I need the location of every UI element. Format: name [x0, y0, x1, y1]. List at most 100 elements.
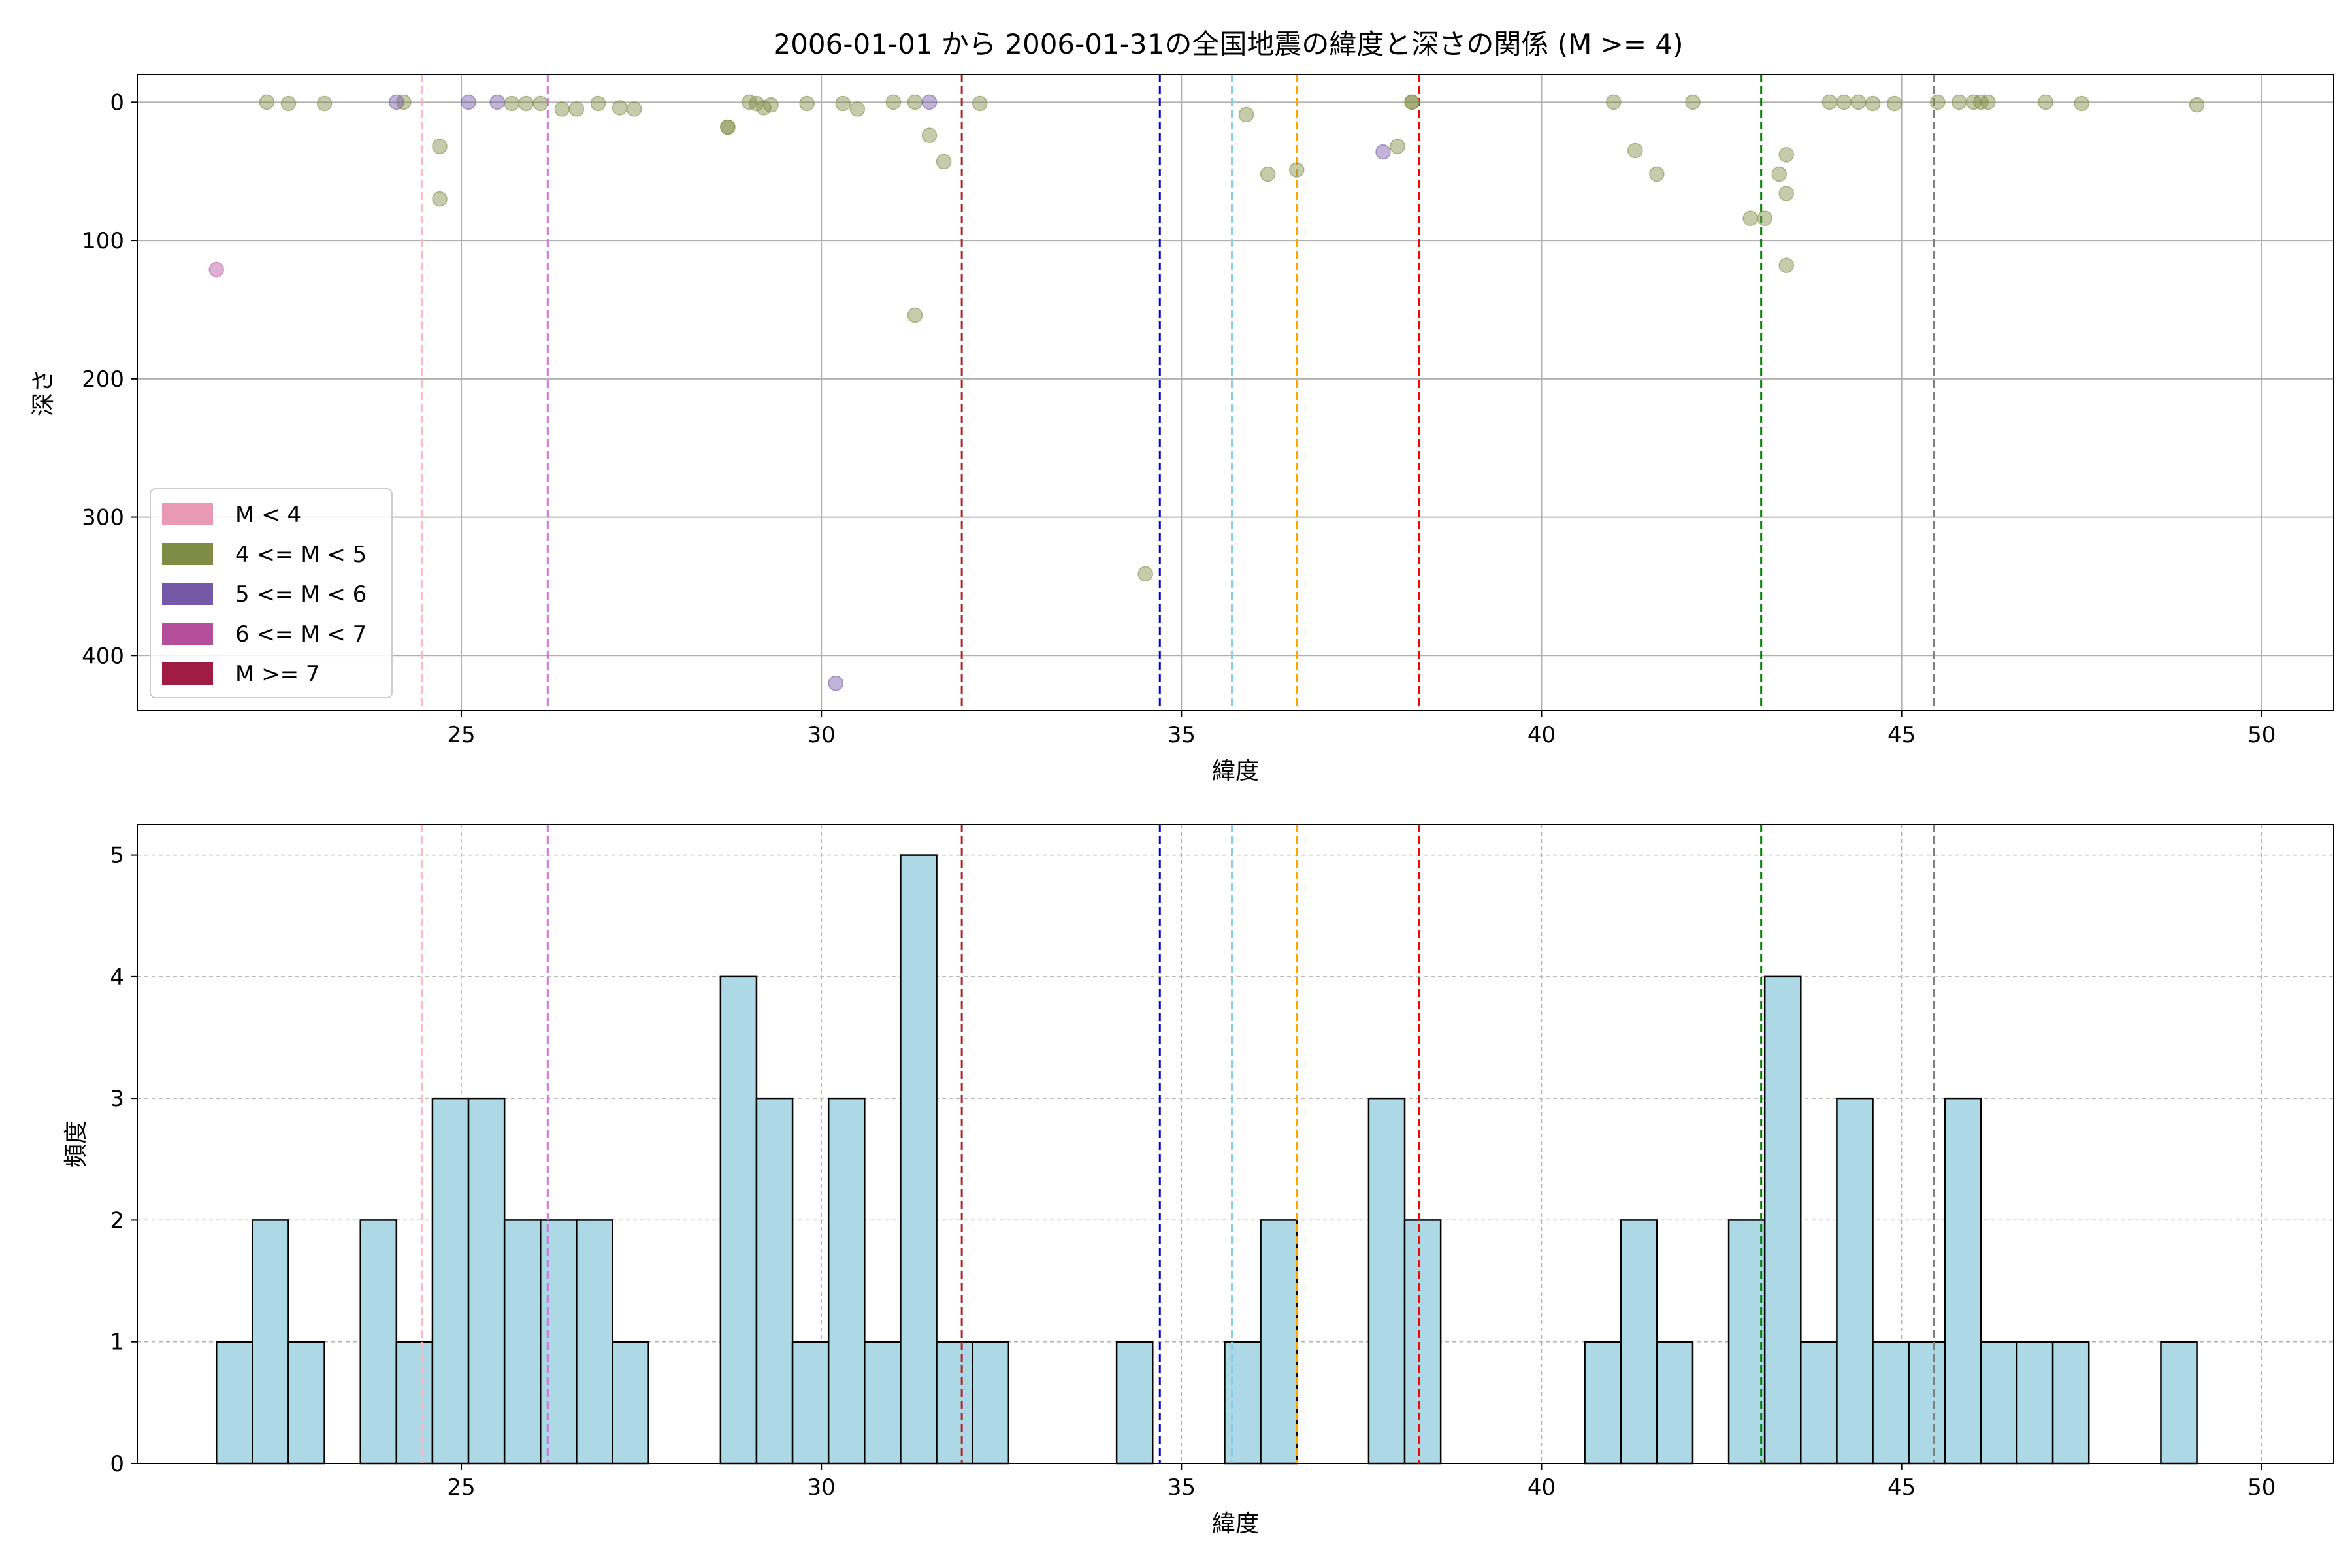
y-tick-label: 4: [110, 964, 124, 990]
data-point: [280, 95, 297, 112]
data-point: [1260, 166, 1276, 182]
data-point: [828, 675, 843, 691]
x-tick-label: 40: [1527, 1475, 1556, 1501]
data-point: [518, 95, 534, 112]
data-point: [2038, 94, 2053, 110]
histogram-bar: [755, 1097, 794, 1465]
histogram-bar: [216, 1341, 253, 1465]
x-tick-label: 30: [808, 1475, 836, 1501]
legend-swatch: [162, 623, 213, 645]
histogram-bar: [612, 1341, 649, 1465]
data-point: [1137, 566, 1153, 582]
histogram-bar: [1224, 1341, 1262, 1465]
histogram-bar: [2016, 1341, 2054, 1465]
legend-swatch: [162, 583, 213, 605]
histogram-bar: [1620, 1219, 1658, 1465]
histogram-x-axis-label: 緯度: [1212, 1511, 1259, 1537]
scatter-axes-frame: [137, 74, 2334, 711]
data-point: [1952, 94, 1967, 110]
legend: M < 4 4 <= M < 5 5 <= M < 6 6 <= M < 7 M >= …: [150, 488, 393, 698]
histogram-bar: [1403, 1219, 1442, 1465]
data-point: [885, 94, 902, 110]
scatter-points: [208, 94, 2205, 691]
y-tick-label: 100: [82, 228, 124, 254]
data-point: [1757, 210, 1772, 226]
legend-label: M < 4: [235, 502, 301, 528]
histogram-bar: [1944, 1097, 1982, 1465]
histogram-bar: [972, 1341, 1010, 1465]
histogram-bar: [1872, 1341, 1910, 1465]
histogram-bar: [936, 1341, 973, 1465]
data-point: [316, 95, 333, 112]
histogram-bar: [1656, 1341, 1694, 1465]
histogram-x-ticks: 25 30 35 40 45 50: [447, 1463, 2276, 1501]
histogram-bar: [1260, 1219, 1298, 1465]
histogram-bar: [827, 1097, 866, 1465]
scatter-x-ticks: 25 30 35 40 45 50: [447, 711, 2276, 748]
data-point: [2189, 97, 2205, 113]
data-point: [1778, 257, 1795, 273]
histogram-bar: [503, 1219, 542, 1465]
x-tick-label: 25: [447, 722, 475, 748]
y-tick-label: 2: [110, 1207, 124, 1233]
y-tick-label: 0: [110, 1451, 124, 1477]
data-point: [626, 101, 642, 117]
x-tick-label: 45: [1887, 722, 1916, 748]
data-point: [720, 119, 736, 135]
data-point: [489, 94, 505, 110]
data-point: [1375, 144, 1391, 160]
scatter-x-axis-label: 緯度: [1212, 758, 1259, 785]
data-point: [849, 101, 866, 117]
data-point: [1742, 210, 1758, 226]
x-tick-label: 50: [2247, 722, 2276, 748]
data-point: [432, 139, 448, 154]
histogram-bars: [216, 854, 2198, 1465]
data-point: [763, 97, 779, 113]
x-tick-label: 25: [447, 1475, 475, 1501]
data-point: [1238, 106, 1254, 123]
data-point: [1288, 162, 1305, 178]
y-tick-label: 400: [82, 643, 124, 669]
legend-label: 5 <= M < 6: [235, 581, 367, 608]
x-tick-label: 35: [1168, 722, 1196, 748]
histogram-bar: [791, 1341, 830, 1465]
data-point: [612, 100, 628, 116]
histogram-bar: [395, 1341, 434, 1465]
data-point: [1778, 147, 1795, 163]
x-tick-label: 50: [2247, 1475, 2276, 1501]
data-point: [208, 261, 225, 278]
histogram-bar: [1980, 1341, 2018, 1465]
data-point: [1821, 94, 1838, 110]
data-point: [1929, 94, 1946, 110]
data-point: [554, 101, 570, 117]
y-tick-label: 0: [110, 90, 124, 116]
scatter-reference-lines: [420, 74, 1935, 711]
legend-swatch: [162, 503, 213, 525]
data-point: [921, 94, 938, 110]
histogram-bar: [1115, 1341, 1154, 1465]
scatter-y-axis-label: 深さ: [30, 369, 57, 416]
histogram-bar: [1727, 1219, 1766, 1465]
data-point: [532, 95, 549, 112]
histogram-bar: [1763, 975, 1802, 1465]
histogram-bar: [900, 854, 938, 1465]
y-tick-label: 3: [110, 1086, 124, 1112]
data-point: [921, 127, 938, 143]
data-point: [936, 154, 952, 170]
data-point: [1886, 95, 1903, 112]
histogram-y-axis-label: 頻度: [63, 1120, 90, 1168]
data-point: [389, 94, 404, 110]
histogram-bar: [1584, 1341, 1622, 1465]
data-point: [1627, 142, 1643, 159]
data-point: [1850, 94, 1867, 110]
data-point: [1605, 94, 1622, 110]
histogram-bar: [1836, 1097, 1874, 1465]
histogram-bar: [576, 1219, 613, 1465]
scatter-panel: 25 30 35 40 45 50 0 100 200 300 400 緯度 深さ M < 4 4 …: [30, 74, 2334, 785]
x-tick-label: 35: [1168, 1475, 1196, 1501]
scatter-grid: [137, 74, 2334, 711]
data-point: [1778, 186, 1795, 201]
histogram-axes-frame: [137, 824, 2334, 1464]
